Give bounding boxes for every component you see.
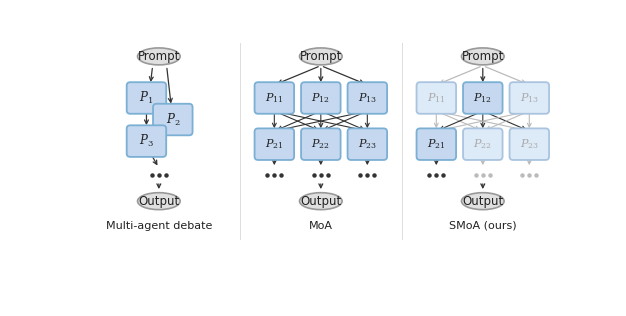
Text: Prompt: Prompt — [138, 50, 180, 63]
FancyBboxPatch shape — [126, 82, 167, 114]
Text: $P_{21}$: $P_{21}$ — [265, 137, 284, 151]
Text: $P_{21}$: $P_{21}$ — [427, 137, 446, 151]
FancyBboxPatch shape — [463, 82, 503, 114]
Ellipse shape — [461, 193, 504, 210]
Text: Prompt: Prompt — [461, 50, 504, 63]
FancyBboxPatch shape — [153, 104, 193, 135]
FancyBboxPatch shape — [301, 128, 341, 160]
Text: $P_2$: $P_2$ — [165, 112, 180, 128]
Text: Prompt: Prompt — [300, 50, 342, 63]
Ellipse shape — [299, 48, 342, 65]
FancyBboxPatch shape — [416, 128, 456, 160]
Ellipse shape — [138, 48, 180, 65]
FancyBboxPatch shape — [255, 82, 294, 114]
Ellipse shape — [138, 193, 180, 210]
Text: Output: Output — [300, 195, 341, 208]
FancyBboxPatch shape — [463, 128, 503, 160]
Text: $P_1$: $P_1$ — [140, 90, 153, 106]
Ellipse shape — [461, 48, 504, 65]
Text: $P_{12}$: $P_{12}$ — [473, 91, 492, 105]
Text: $P_{11}$: $P_{11}$ — [427, 91, 446, 105]
FancyBboxPatch shape — [255, 128, 294, 160]
Text: $P_{11}$: $P_{11}$ — [265, 91, 284, 105]
Text: $P_{13}$: $P_{13}$ — [520, 91, 539, 105]
Text: $P_3$: $P_3$ — [139, 133, 154, 149]
Text: $P_{22}$: $P_{22}$ — [312, 137, 330, 151]
Text: Multi-agent debate: Multi-agent debate — [106, 221, 212, 231]
Text: Output: Output — [138, 195, 180, 208]
Text: $P_{23}$: $P_{23}$ — [358, 137, 377, 151]
Text: $P_{23}$: $P_{23}$ — [520, 137, 539, 151]
FancyBboxPatch shape — [510, 128, 549, 160]
Text: $P_{12}$: $P_{12}$ — [312, 91, 330, 105]
FancyBboxPatch shape — [510, 82, 549, 114]
Ellipse shape — [299, 193, 342, 210]
Text: $P_{13}$: $P_{13}$ — [358, 91, 377, 105]
FancyBboxPatch shape — [347, 82, 387, 114]
Text: MoA: MoA — [309, 221, 333, 231]
FancyBboxPatch shape — [416, 82, 456, 114]
FancyBboxPatch shape — [301, 82, 341, 114]
FancyBboxPatch shape — [347, 128, 387, 160]
FancyBboxPatch shape — [126, 125, 167, 157]
Text: $P_{22}$: $P_{22}$ — [473, 137, 492, 151]
Text: SMoA (ours): SMoA (ours) — [449, 221, 516, 231]
Text: Output: Output — [462, 195, 503, 208]
